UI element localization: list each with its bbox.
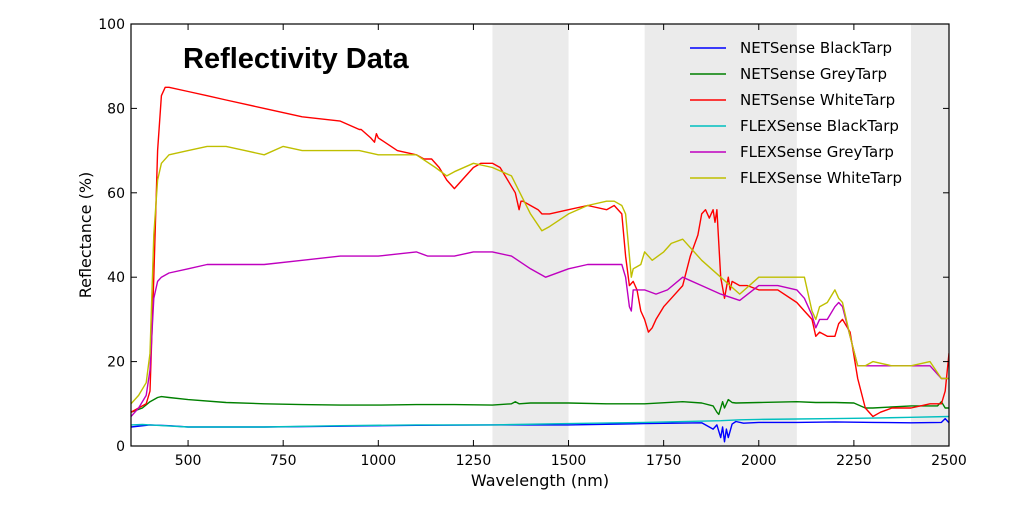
y-axis-label: Reflectance (%) bbox=[76, 172, 95, 299]
shaded-band-2 bbox=[910, 24, 949, 446]
series-line-1 bbox=[131, 395, 949, 416]
y-tick-label: 60 bbox=[107, 186, 125, 202]
x-tick-label: 1000 bbox=[360, 453, 396, 469]
x-tick-label: 1500 bbox=[551, 453, 587, 469]
y-tick-label: 20 bbox=[107, 355, 125, 371]
series-line-2 bbox=[131, 86, 949, 418]
series-lines bbox=[131, 86, 949, 443]
y-tick-label: 100 bbox=[98, 17, 125, 33]
shaded-band-1 bbox=[644, 24, 797, 446]
x-tick-label: 2000 bbox=[741, 453, 777, 469]
series-line-3 bbox=[131, 415, 949, 428]
x-tick-label: 750 bbox=[270, 453, 297, 469]
shaded-band-0 bbox=[492, 24, 569, 446]
x-tick-label: 2250 bbox=[836, 453, 872, 469]
y-tick-label: 80 bbox=[107, 101, 125, 117]
legend-label-5: FLEXSense WhiteTarp bbox=[740, 169, 902, 187]
x-tick-label: 1750 bbox=[646, 453, 682, 469]
shaded-bands bbox=[492, 24, 949, 446]
y-axis: 0 20 40 60 80 100 bbox=[98, 17, 949, 455]
legend-label-4: FLEXSense GreyTarp bbox=[740, 143, 894, 161]
x-tick-label: 500 bbox=[175, 453, 202, 469]
y-tick-label: 0 bbox=[116, 439, 125, 455]
plot-frame bbox=[130, 23, 950, 447]
legend-label-3: FLEXSense BlackTarp bbox=[740, 117, 899, 135]
series-line-4 bbox=[131, 251, 949, 417]
legend: NETSense BlackTarp NETSense GreyTarp NETSe… bbox=[690, 39, 902, 187]
legend-label-1: NETSense GreyTarp bbox=[740, 65, 887, 83]
y-tick-label: 40 bbox=[107, 270, 125, 286]
legend-label-2: NETSense WhiteTarp bbox=[740, 91, 895, 109]
chart-title: Reflectivity Data bbox=[183, 43, 410, 75]
x-axis: 500 750 1000 1250 1500 1750 2000 2250 2500 bbox=[175, 24, 967, 469]
x-tick-label: 1250 bbox=[456, 453, 492, 469]
x-axis-label: Wavelength (nm) bbox=[471, 471, 609, 490]
x-tick-label: 2500 bbox=[931, 453, 967, 469]
legend-label-0: NETSense BlackTarp bbox=[740, 39, 892, 57]
series-line-5 bbox=[131, 145, 949, 405]
